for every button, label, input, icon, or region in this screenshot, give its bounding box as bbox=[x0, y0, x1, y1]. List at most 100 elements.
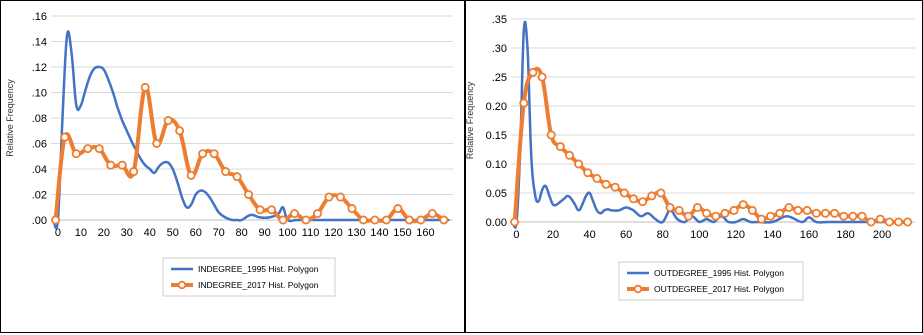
legend-label: OUTDEGREE_1995 Hist. Polygon bbox=[654, 268, 784, 278]
x-tick-label: 100 bbox=[278, 227, 296, 239]
data-point-marker bbox=[894, 217, 904, 227]
y-tick-label: .35 bbox=[492, 14, 507, 26]
y-tick-label: .14 bbox=[32, 37, 47, 49]
data-point-marker bbox=[683, 211, 693, 221]
data-point-marker bbox=[301, 215, 311, 225]
data-point-marker bbox=[129, 167, 139, 177]
x-tick-label: 40 bbox=[583, 229, 595, 241]
data-point-marker bbox=[756, 214, 766, 224]
data-point-marker bbox=[555, 142, 565, 152]
x-tick-label: 100 bbox=[690, 229, 708, 241]
indegree-chart-panel: .00 .02 .04 .06 .08 .10 .12 .14 .16 0 10 20 30 40 50 60… bbox=[0, 0, 465, 333]
x-tick-label: 180 bbox=[836, 229, 854, 241]
legend-box bbox=[618, 261, 804, 301]
y-axis-label: Relative Frequency bbox=[5, 79, 15, 157]
outdegree-chart: 0.00 0.05 0.10 0.15 0.20 .25 .30 .35 0 20 40 60 80 10… bbox=[466, 14, 915, 301]
data-point-marker bbox=[628, 194, 638, 204]
data-point-marker bbox=[857, 211, 867, 221]
data-point-marker bbox=[811, 208, 821, 218]
x-tick-label: 120 bbox=[324, 227, 342, 239]
data-point-marker bbox=[232, 172, 242, 182]
x-tick-label: 150 bbox=[393, 227, 411, 239]
data-point-marker bbox=[289, 209, 299, 219]
data-point-marker bbox=[312, 209, 322, 219]
data-point-marker bbox=[766, 211, 776, 221]
y-tick-label: 0.05 bbox=[486, 188, 507, 200]
x-tick-label: 0 bbox=[513, 229, 519, 241]
data-point-marker bbox=[802, 205, 812, 215]
data-point-marker bbox=[255, 205, 265, 215]
data-point-marker bbox=[537, 72, 547, 82]
y-tick-label: .08 bbox=[32, 113, 47, 125]
data-point-marker bbox=[324, 192, 334, 202]
y-tick-label: .30 bbox=[492, 43, 507, 55]
series-1995-line bbox=[511, 20, 902, 229]
series-2017-line bbox=[512, 66, 910, 225]
data-point-marker bbox=[674, 205, 684, 215]
data-point-marker bbox=[665, 202, 675, 212]
data-point-marker bbox=[638, 197, 648, 207]
indegree-chart: .00 .02 .04 .06 .08 .10 .12 .14 .16 0 10 20 30 40 50 60… bbox=[5, 11, 453, 297]
data-point-marker bbox=[775, 208, 785, 218]
y-tick-label: 0.15 bbox=[486, 130, 507, 142]
data-point-marker bbox=[71, 149, 81, 159]
x-tick-label: 20 bbox=[547, 229, 559, 241]
legend-label: INDEGREE_1995 Hist. Polygon bbox=[198, 264, 319, 274]
x-tick-label: 80 bbox=[236, 227, 248, 239]
data-point-marker bbox=[404, 215, 414, 225]
data-point-marker bbox=[601, 179, 611, 189]
data-point-marker bbox=[175, 126, 185, 136]
x-tick-label: 0 bbox=[55, 227, 61, 239]
data-point-marker bbox=[564, 150, 574, 160]
data-point-marker bbox=[711, 211, 721, 221]
y-tick-label: .25 bbox=[492, 72, 507, 84]
y-tick-label: .02 bbox=[32, 190, 47, 202]
data-point-marker bbox=[546, 130, 556, 140]
legend-label: INDEGREE_2017 Hist. Polygon bbox=[198, 280, 319, 290]
legend-label: OUTDEGREE_2017 Hist. Polygon bbox=[654, 284, 784, 294]
data-point-marker bbox=[117, 160, 127, 170]
y-tick-label: .00 bbox=[32, 215, 47, 227]
data-point-marker bbox=[358, 215, 368, 225]
x-tick-label: 70 bbox=[213, 227, 225, 239]
data-point-marker bbox=[83, 144, 93, 154]
x-tick-label: 60 bbox=[190, 227, 202, 239]
y-tick-label: 0.10 bbox=[486, 159, 507, 171]
x-tick-label: 60 bbox=[620, 229, 632, 241]
x-tick-label: 120 bbox=[727, 229, 745, 241]
x-tick-label: 110 bbox=[302, 227, 320, 239]
y-tick-label: 0.20 bbox=[486, 101, 507, 113]
data-point-marker bbox=[692, 202, 702, 212]
legend-box bbox=[162, 257, 336, 297]
data-point-marker bbox=[820, 208, 830, 218]
data-point-marker bbox=[381, 215, 391, 225]
y-tick-label: .04 bbox=[32, 164, 47, 176]
data-point-marker bbox=[528, 67, 538, 77]
x-tick-label: 140 bbox=[763, 229, 781, 241]
data-point-marker bbox=[793, 205, 803, 215]
data-point-marker bbox=[592, 173, 602, 183]
y-tick-label: .12 bbox=[32, 62, 47, 74]
legend-marker bbox=[177, 280, 187, 290]
x-tick-label: 90 bbox=[259, 227, 271, 239]
data-point-marker bbox=[393, 204, 403, 214]
data-point-marker bbox=[416, 215, 426, 225]
data-point-marker bbox=[574, 159, 584, 169]
data-point-marker bbox=[720, 208, 730, 218]
data-point-marker bbox=[335, 192, 345, 202]
x-tick-label: 130 bbox=[347, 227, 365, 239]
y-tick-label: .06 bbox=[32, 139, 47, 151]
data-point-marker bbox=[152, 138, 162, 148]
x-tick-label: 20 bbox=[98, 227, 110, 239]
data-point-marker bbox=[51, 215, 61, 225]
outdegree-chart-panel: 0.00 0.05 0.10 0.15 0.20 .25 .30 .35 0 20 40 60 80 10… bbox=[465, 0, 923, 333]
x-tick-label: 200 bbox=[873, 229, 891, 241]
data-point-marker bbox=[278, 215, 288, 225]
y-tick-label: 0.00 bbox=[486, 217, 507, 229]
data-point-marker bbox=[140, 82, 150, 92]
x-tick-label: 10 bbox=[75, 227, 87, 239]
series-1995-line bbox=[52, 30, 450, 230]
series-2017-line bbox=[53, 85, 446, 224]
data-point-marker bbox=[647, 191, 657, 201]
data-point-marker bbox=[619, 188, 629, 198]
